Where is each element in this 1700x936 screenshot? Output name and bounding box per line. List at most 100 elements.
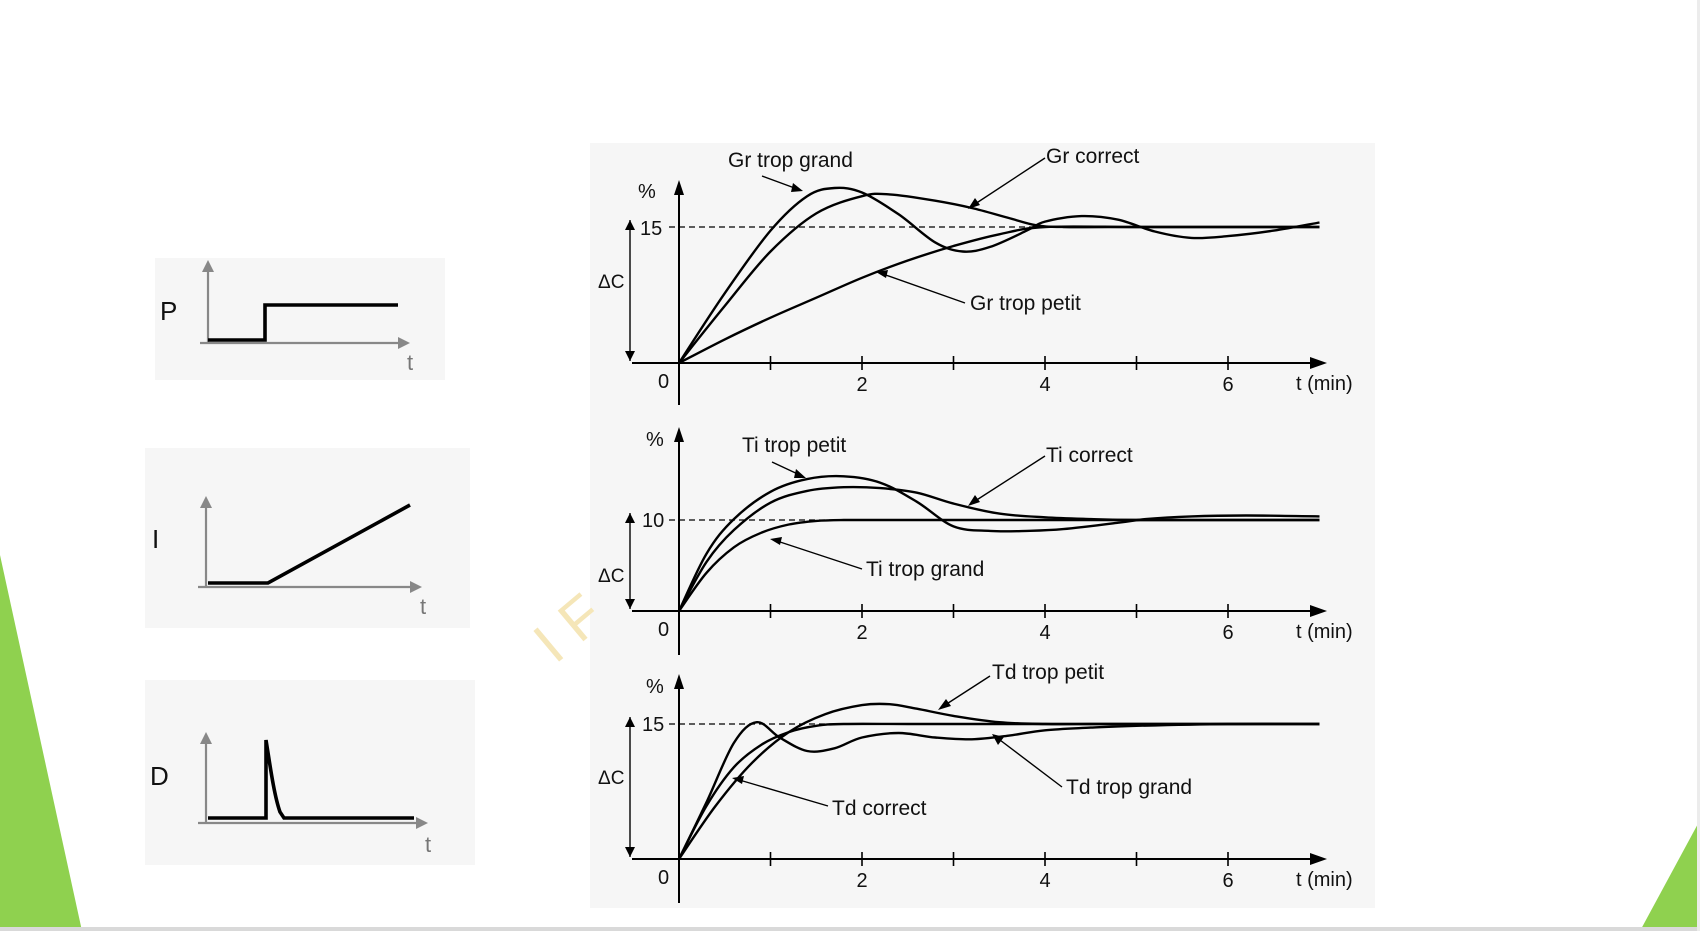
chart-gr-series-trop-petit <box>678 225 1320 365</box>
chart-td-ticks <box>769 852 1229 866</box>
signal-p-label: P <box>160 296 177 326</box>
chart-ti-x-arrow <box>1310 605 1327 617</box>
chart-td-leader-correct <box>735 778 829 807</box>
panel-d-background <box>145 680 475 865</box>
chart-ti-ylabel: % <box>646 429 664 451</box>
chart-td-tick-label-4: 4 <box>1039 870 1050 892</box>
chart-ti-tick-label-4: 4 <box>1039 622 1050 644</box>
chart-gr: % 0 t (min) 15 ΔC Gr trop grand Gr corre… <box>598 145 1353 405</box>
chart-gr-leader-trop-grand-head <box>791 183 803 192</box>
signal-i-ramp-curve <box>208 503 411 585</box>
chart-gr-origin-label: 0 <box>658 371 669 393</box>
chart-ti-setpoint-label: 10 <box>642 510 664 532</box>
chart-gr-series-trop-grand <box>677 186 1320 364</box>
chart-td-xlabel: t (min) <box>1296 869 1353 891</box>
chart-gr-leader-trop-petit <box>879 272 966 304</box>
slide-bottom-edge <box>0 927 1700 931</box>
panel-p-background <box>155 258 445 380</box>
chart-td-annotation-trop-grand: Td trop grand <box>1066 776 1192 799</box>
chart-ti: % 0 t (min) 10 ΔC Ti trop petit Ti corre… <box>598 427 1353 655</box>
chart-td-series-correct <box>677 722 1320 860</box>
chart-td-leader-trop-grand <box>995 736 1063 788</box>
chart-td-tick-label-6: 6 <box>1222 870 1233 892</box>
chart-ti-leader-trop-petit-head <box>794 469 806 478</box>
signal-i-y-arrow <box>200 496 212 508</box>
chart-gr-y-arrow <box>674 180 684 195</box>
chart-ti-origin-label: 0 <box>658 619 669 641</box>
chart-ti-series-trop-grand <box>678 518 1320 612</box>
chart-td-x-arrow <box>1310 853 1327 865</box>
chart-gr-tick-label-4: 4 <box>1039 374 1050 396</box>
chart-ti-y-arrow <box>674 427 684 442</box>
signal-i-label: I <box>152 524 159 554</box>
chart-gr-tick-label-2: 2 <box>856 374 867 396</box>
chart-gr-annotation-trop-petit: Gr trop petit <box>970 292 1081 315</box>
signal-d-impulse-curve <box>208 739 414 820</box>
chart-gr-leader-correct <box>971 157 1046 207</box>
chart-gr-delta-label: ΔC <box>598 272 624 293</box>
chart-gr-tick-label-6: 6 <box>1222 374 1233 396</box>
chart-ti-delta-arrow-down <box>625 599 635 609</box>
chart-gr-annotation-correct: Gr correct <box>1046 145 1140 168</box>
chart-td-leader-trop-petit <box>941 675 991 708</box>
signal-p-y-arrow <box>202 260 214 272</box>
chart-td-series-trop-grand <box>677 721 1320 860</box>
chart-ti-leader-correct <box>971 455 1046 504</box>
chart-td-y-arrow <box>674 674 684 689</box>
chart-ti-annotation-trop-grand: Ti trop grand <box>866 558 984 581</box>
signal-i-t-label: t <box>420 594 426 619</box>
chart-ti-delta-arrow-up <box>625 513 635 523</box>
signal-d: D t <box>150 732 431 857</box>
chart-td-delta-label: ΔC <box>598 768 624 789</box>
chart-td-delta-arrow-up <box>625 717 635 727</box>
signal-p-x-arrow <box>398 337 410 349</box>
chart-td-leader-trop-grand-head <box>992 734 1004 745</box>
chart-ti-ticks <box>769 604 1229 618</box>
signal-p-t-label: t <box>407 350 413 375</box>
chart-td-annotation-correct: Td correct <box>832 797 927 820</box>
signal-p-step-curve <box>208 303 398 342</box>
chart-gr-x-arrow <box>1310 357 1327 369</box>
chart-ti-leader-trop-grand-head <box>770 537 782 545</box>
signal-i: I t <box>152 496 426 619</box>
signal-d-t-label: t <box>425 832 431 857</box>
chart-ti-delta-label: ΔC <box>598 566 624 587</box>
chart-td-setpoint-label: 15 <box>642 714 664 736</box>
chart-td-annotation-trop-petit: Td trop petit <box>992 661 1104 684</box>
chart-gr-xlabel: t (min) <box>1296 373 1353 395</box>
chart-ti-tick-label-2: 2 <box>856 622 867 644</box>
chart-ti-tick-label-6: 6 <box>1222 622 1233 644</box>
signal-d-y-arrow <box>200 732 212 744</box>
chart-gr-delta-arrow-down <box>625 351 635 361</box>
chart-gr-setpoint-label: 15 <box>640 218 662 240</box>
charts-background <box>590 143 1375 908</box>
chart-gr-ylabel: % <box>638 181 656 203</box>
chart-td-delta-arrow-down <box>625 847 635 857</box>
signal-p: P t <box>160 260 413 375</box>
chart-ti-series-trop-petit <box>677 474 1320 612</box>
chart-gr-annotation-trop-grand: Gr trop grand <box>728 149 853 172</box>
chart-td-leader-trop-petit-head <box>938 699 951 710</box>
chart-gr-leader-correct-head <box>968 198 980 209</box>
chart-ti-leader-trop-grand <box>773 539 863 570</box>
green-accent-triangle-right <box>1640 820 1700 931</box>
panel-i-background <box>145 448 470 628</box>
chart-ti-annotation-trop-petit: Ti trop petit <box>742 434 846 457</box>
chart-gr-delta-arrow-up <box>625 220 635 230</box>
signal-d-label: D <box>150 761 169 791</box>
chart-td: % 0 t (min) 15 ΔC Td trop petit Td trop … <box>598 661 1353 903</box>
chart-ti-leader-correct-head <box>968 495 980 506</box>
chart-ti-xlabel: t (min) <box>1296 621 1353 643</box>
signal-d-x-arrow <box>416 817 428 829</box>
chart-gr-ticks <box>769 356 1229 370</box>
signal-i-x-arrow <box>410 581 422 593</box>
chart-td-tick-label-2: 2 <box>856 870 867 892</box>
chart-gr-leader-trop-petit-head <box>876 270 888 278</box>
slide-right-edge <box>1697 0 1700 931</box>
green-accent-triangle-left <box>0 555 82 931</box>
chart-td-origin-label: 0 <box>658 867 669 889</box>
chart-td-leader-correct-head <box>732 776 744 784</box>
chart-ti-annotation-correct: Ti correct <box>1046 444 1133 467</box>
